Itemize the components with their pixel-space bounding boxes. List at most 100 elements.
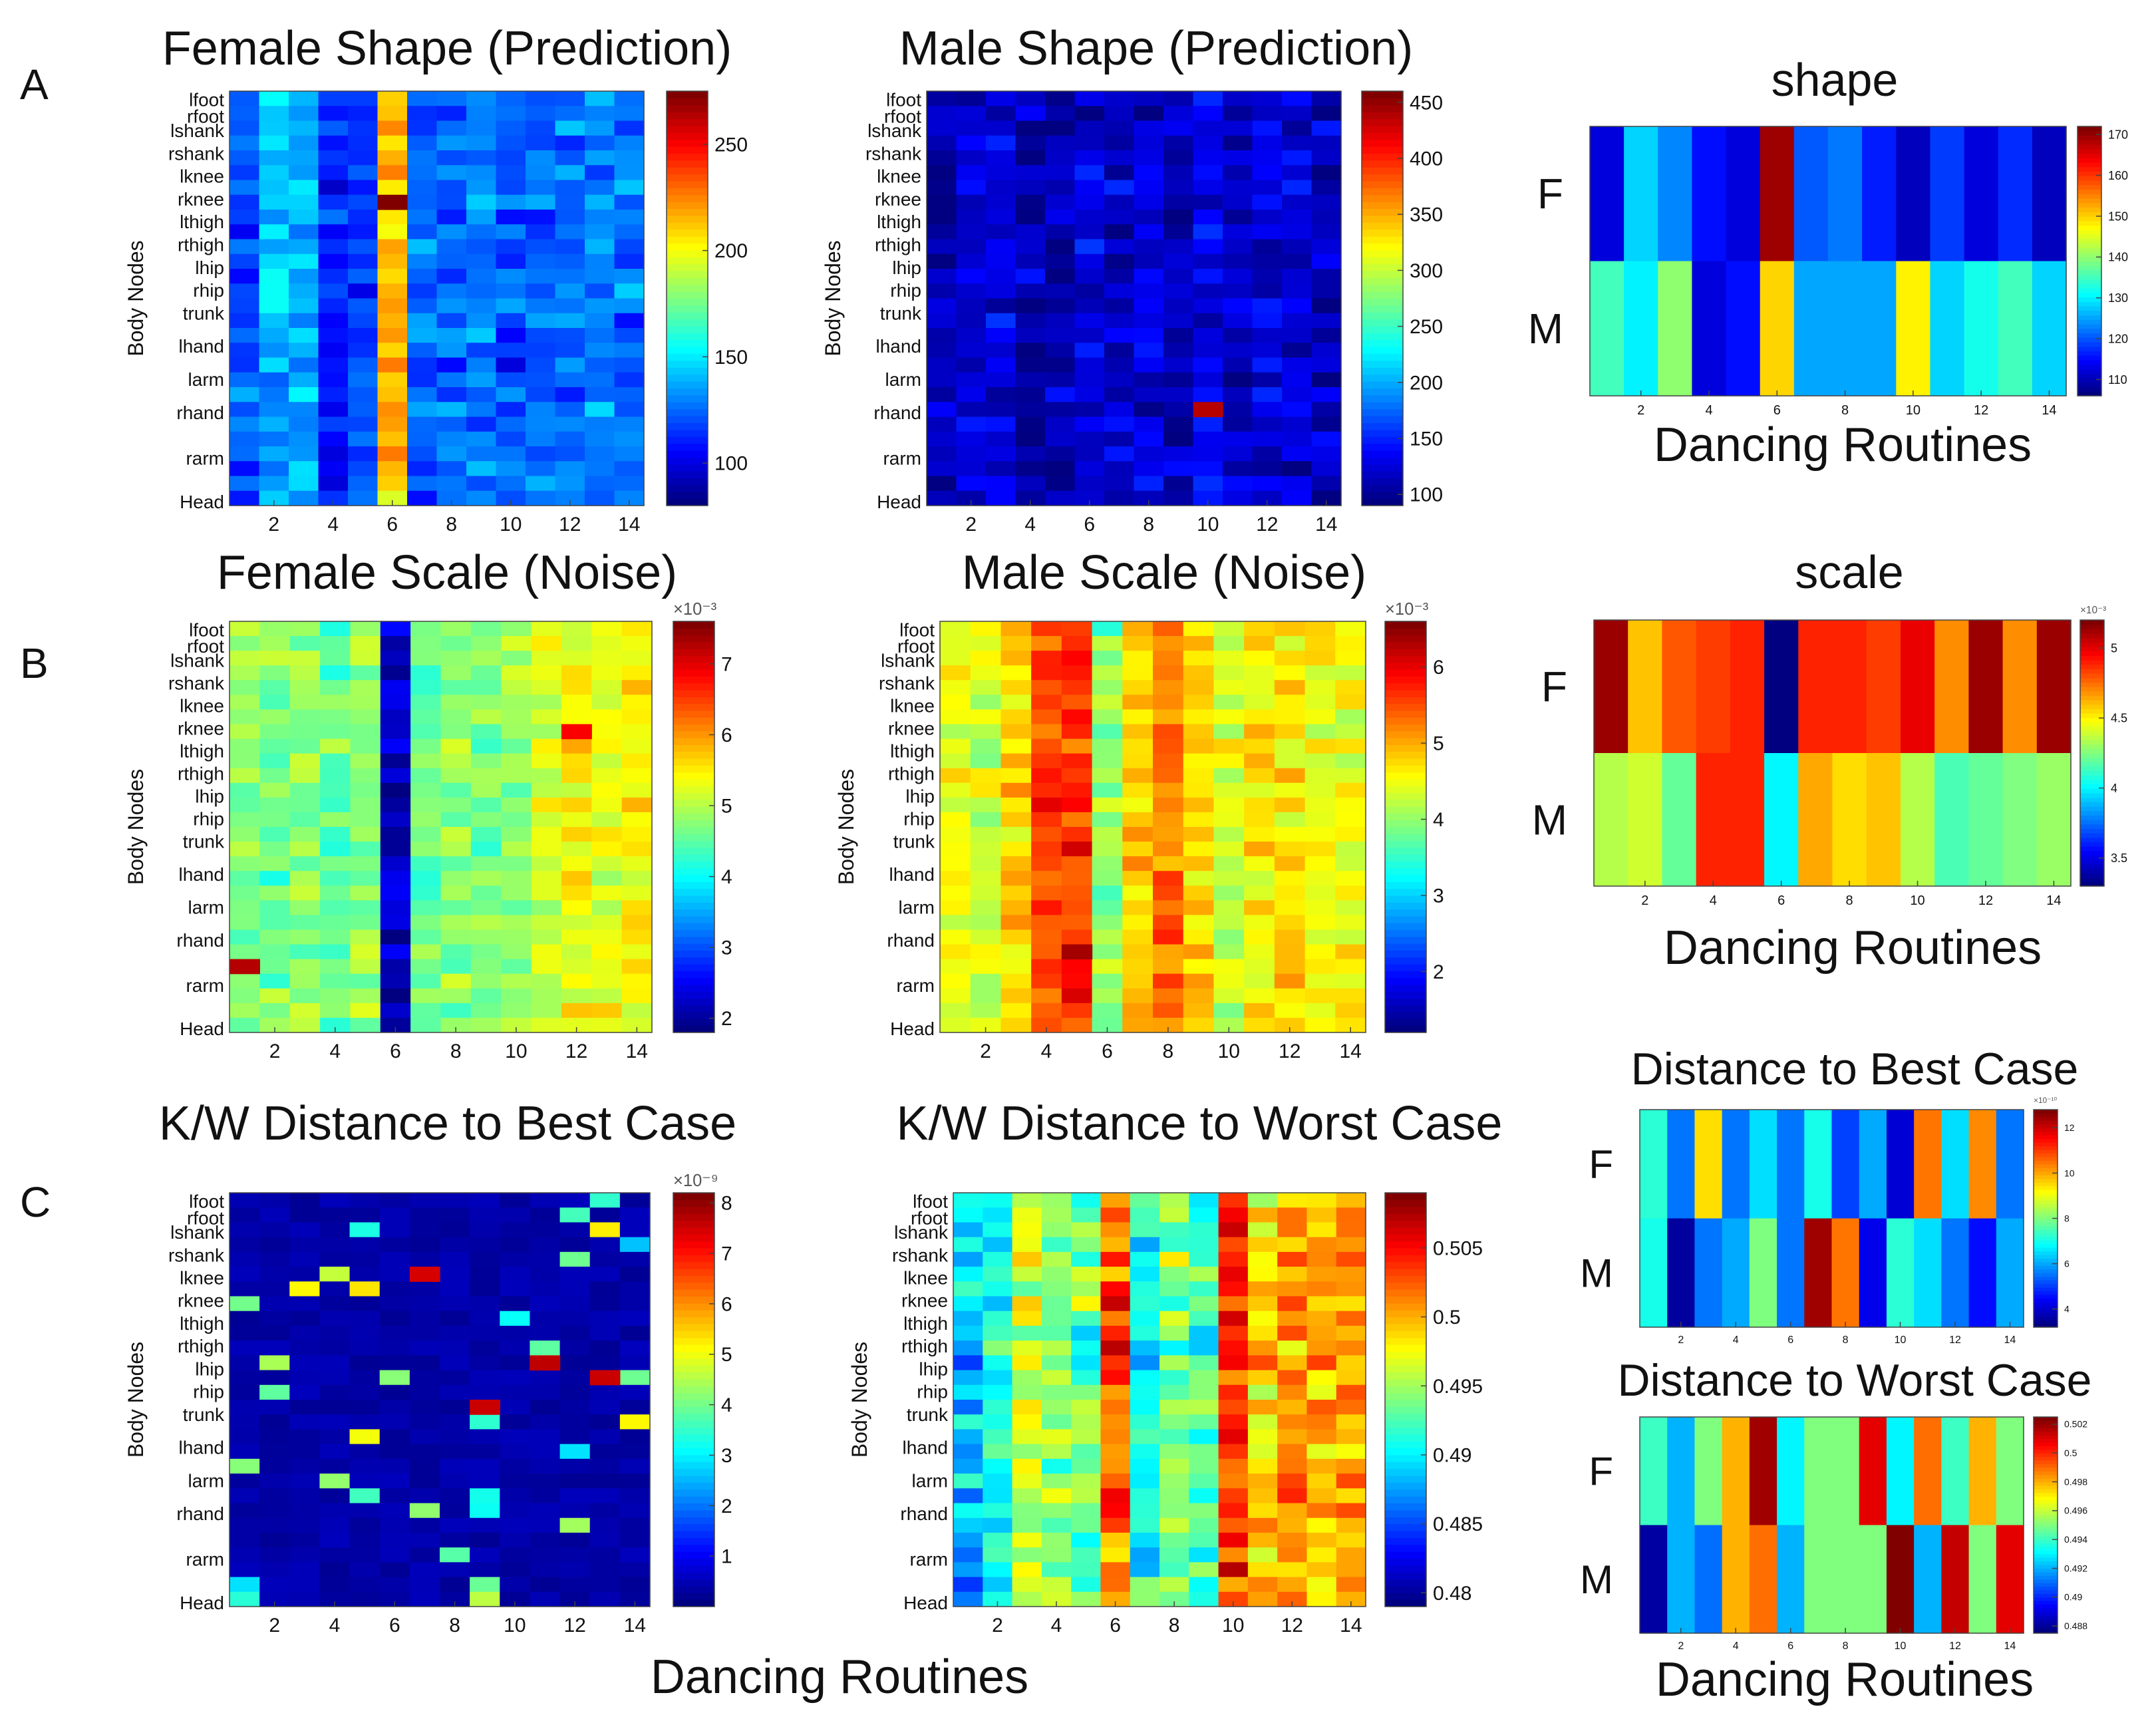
heatmap-cell-7 bbox=[1130, 1384, 1160, 1400]
heatmap-cell-3 bbox=[410, 1017, 442, 1033]
y-tick-label-7: rhand bbox=[900, 1503, 948, 1524]
heatmap-cell-6 bbox=[259, 1222, 290, 1238]
colorbar-swatch-2 bbox=[2078, 216, 2101, 222]
heatmap-cell-6 bbox=[530, 1325, 561, 1341]
heatmap-cell-0 bbox=[585, 402, 615, 418]
y-tick-label-7: rfoot bbox=[911, 1207, 948, 1228]
colorbar-swatch-0 bbox=[667, 277, 708, 285]
heatmap-cell-4 bbox=[1092, 680, 1123, 695]
heatmap-cell-1 bbox=[1223, 239, 1253, 255]
heatmap-cell-6 bbox=[619, 1370, 651, 1386]
heatmap-cell-1 bbox=[1015, 461, 1046, 477]
colorbar-swatch-1 bbox=[1362, 347, 1403, 355]
heatmap-cell-4 bbox=[1031, 900, 1062, 916]
heatmap-cell-6 bbox=[559, 1325, 591, 1341]
heatmap-cell-1 bbox=[1311, 416, 1342, 432]
heatmap-cell-6 bbox=[230, 1370, 260, 1386]
heatmap-cell-6 bbox=[259, 1340, 290, 1356]
heatmap-cell-0 bbox=[585, 476, 615, 492]
heatmap-cell-7 bbox=[1130, 1340, 1160, 1356]
heatmap-cell-6 bbox=[319, 1547, 351, 1563]
y-tick-label-1: Head bbox=[877, 492, 921, 512]
colorbar-swatch-8 bbox=[2034, 1168, 2058, 1172]
colorbar-swatch-8 bbox=[2034, 1149, 2058, 1154]
heatmap-cell-4 bbox=[1031, 636, 1062, 651]
heatmap-cell-1 bbox=[1223, 328, 1253, 343]
colorbar-swatch-5 bbox=[2080, 757, 2104, 762]
colorbar-swatch-0 bbox=[667, 263, 708, 271]
heatmap-cell-7 bbox=[1189, 1400, 1219, 1415]
heatmap-cell-6 bbox=[319, 1237, 351, 1253]
colorbar-swatch-9 bbox=[2034, 1622, 2058, 1627]
heatmap-cell-3 bbox=[531, 812, 562, 828]
heatmap-cell-1 bbox=[1045, 253, 1076, 269]
colorbar-frame-4 bbox=[1384, 621, 1427, 1033]
heatmap-cell-6 bbox=[349, 1577, 381, 1593]
heatmap-cell-4 bbox=[1001, 651, 1032, 666]
heatmap-cell-4 bbox=[1244, 709, 1275, 725]
heatmap-cell-1 bbox=[1074, 313, 1105, 329]
heatmap-cell-7 bbox=[1041, 1384, 1072, 1400]
heatmap-cell-1 bbox=[1163, 372, 1194, 388]
heatmap-cell-4 bbox=[1061, 695, 1093, 710]
y-tick-label-1: rhip bbox=[890, 280, 921, 301]
heatmap-cell-6 bbox=[530, 1251, 561, 1267]
summary-cell-9 bbox=[1694, 1417, 1723, 1526]
colorbar-swatch-9 bbox=[2034, 1435, 2058, 1440]
colorbar-swatch-7 bbox=[1385, 1199, 1426, 1207]
heatmap-hot-cell-6 bbox=[530, 1355, 561, 1371]
heatmap-cell-1 bbox=[986, 402, 1016, 418]
y-axis-label-6: Body Nodes bbox=[124, 1342, 148, 1458]
heatmap-cell-6 bbox=[500, 1591, 531, 1607]
heatmap-cell-6 bbox=[289, 1222, 321, 1238]
heatmap-cell-6 bbox=[319, 1207, 351, 1223]
heatmap-cell-6 bbox=[409, 1517, 440, 1533]
heatmap-hot-cell-0 bbox=[377, 194, 408, 210]
heatmap-cell-3 bbox=[591, 988, 623, 1004]
heatmap-cell-7 bbox=[953, 1577, 983, 1593]
heatmap-cell-7 bbox=[1247, 1414, 1278, 1430]
heatmap-cell-1 bbox=[1134, 298, 1164, 314]
heatmap-cell-6 bbox=[379, 1222, 410, 1238]
heatmap-cell-6 bbox=[530, 1532, 561, 1548]
colorbar-tick-label-5: 5 bbox=[2111, 641, 2117, 655]
heatmap-cell-4 bbox=[1122, 1017, 1154, 1033]
colorbar-swatch-8 bbox=[2034, 1261, 2058, 1266]
y-tick-label-3: rknee bbox=[178, 718, 224, 739]
heatmap-cell-4 bbox=[1031, 944, 1062, 960]
colorbar-swatch-2 bbox=[2078, 140, 2101, 145]
heatmap-cell-0 bbox=[289, 283, 319, 299]
heatmap-cell-7 bbox=[1012, 1207, 1042, 1223]
heatmap-cell-1 bbox=[1193, 461, 1223, 477]
heatmap-cell-1 bbox=[1223, 283, 1253, 299]
heatmap-cell-4 bbox=[1001, 665, 1032, 681]
heatmap-cell-0 bbox=[318, 283, 349, 299]
colorbar-tick-label-6: 6 bbox=[721, 1293, 732, 1315]
colorbar-tick-label-6: 1 bbox=[721, 1546, 732, 1568]
heatmap-cell-0 bbox=[348, 224, 379, 240]
heatmap-cell-6 bbox=[530, 1370, 561, 1386]
heatmap-cell-4 bbox=[1335, 621, 1366, 637]
heatmap-cell-1 bbox=[927, 180, 957, 196]
x-tick-label-5: 10 bbox=[1910, 893, 1925, 908]
heatmap-cell-3 bbox=[230, 900, 260, 916]
y-axis-label-1: Body Nodes bbox=[821, 240, 845, 356]
heatmap-cell-0 bbox=[377, 210, 408, 225]
heatmap-cell-7 bbox=[1041, 1267, 1072, 1282]
heatmap-cell-3 bbox=[470, 812, 502, 828]
heatmap-cell-1 bbox=[1045, 446, 1076, 462]
colorbar-swatch-4 bbox=[1385, 778, 1426, 786]
heatmap-cell-7 bbox=[1012, 1237, 1042, 1253]
summary-cell-9 bbox=[1886, 1417, 1915, 1526]
heatmap-cell-6 bbox=[589, 1340, 621, 1356]
heatmap-cell-6 bbox=[319, 1429, 351, 1445]
heatmap-cell-1 bbox=[1074, 210, 1105, 225]
summary-cell-8 bbox=[1777, 1218, 1805, 1328]
heatmap-cell-6 bbox=[409, 1355, 440, 1371]
heatmap-cell-4 bbox=[1061, 636, 1093, 651]
heatmap-cell-7 bbox=[1307, 1532, 1337, 1548]
heatmap-cell-6 bbox=[319, 1458, 351, 1474]
heatmap-cell-4 bbox=[940, 915, 971, 931]
heatmap-cell-0 bbox=[318, 490, 349, 506]
heatmap-cell-3 bbox=[380, 680, 411, 695]
